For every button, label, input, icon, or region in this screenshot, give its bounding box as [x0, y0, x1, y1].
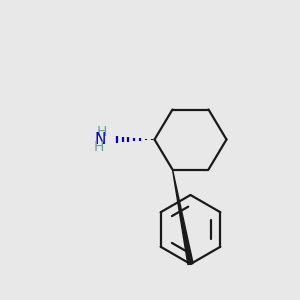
Polygon shape: [172, 169, 193, 265]
Text: H: H: [94, 140, 104, 154]
Text: H: H: [97, 125, 107, 139]
Text: N: N: [95, 132, 106, 147]
